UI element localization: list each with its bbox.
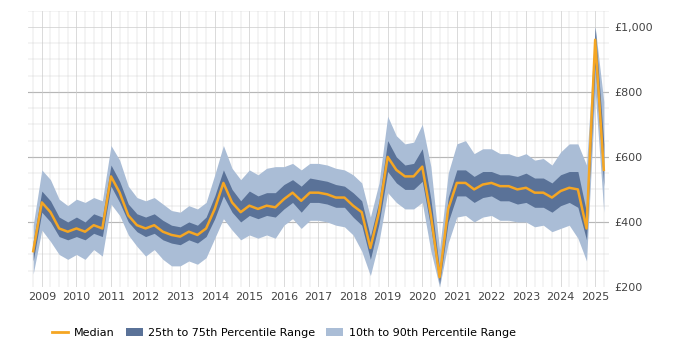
Legend: Median, 25th to 75th Percentile Range, 10th to 90th Percentile Range: Median, 25th to 75th Percentile Range, 1…: [48, 323, 520, 342]
